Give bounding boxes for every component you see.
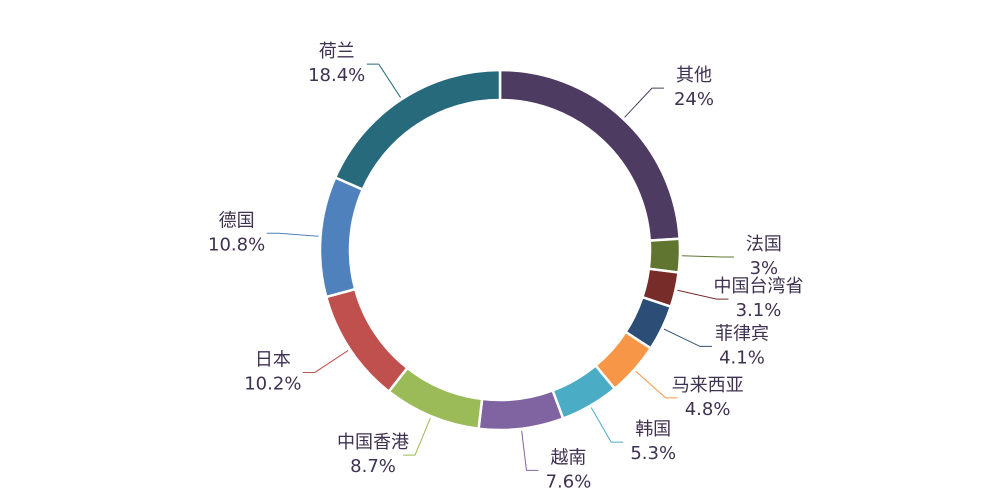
category-label: 韩国 <box>635 419 671 440</box>
leader-line <box>635 370 678 399</box>
category-label: 马来西亚 <box>672 375 744 396</box>
leader-line <box>366 63 401 98</box>
category-label: 越南 <box>550 447 586 468</box>
category-label: 中国香港 <box>337 432 409 453</box>
donut-segment <box>498 68 681 242</box>
leader-line <box>681 255 734 258</box>
leader-line <box>403 417 431 456</box>
value-label: 8.7% <box>350 456 396 477</box>
category-label: 荷兰 <box>319 41 355 62</box>
category-label: 日本 <box>255 349 291 370</box>
value-label: 3.1% <box>736 300 782 321</box>
donut-segment <box>647 237 682 274</box>
leader-line <box>677 289 729 300</box>
value-label: 3% <box>750 258 779 279</box>
value-label: 18.4% <box>308 65 365 86</box>
value-label: 10.2% <box>244 373 301 394</box>
leader-line <box>663 328 712 347</box>
donut-segment <box>324 287 410 394</box>
value-label: 7.6% <box>546 471 592 492</box>
leader-line <box>266 232 319 237</box>
donut-segment <box>318 175 365 299</box>
category-label: 其他 <box>676 65 712 86</box>
category-label: 法国 <box>746 234 782 255</box>
donut-segment <box>477 388 565 432</box>
category-label: 菲律宾 <box>715 323 769 344</box>
category-label: 中国台湾省 <box>714 276 804 297</box>
value-label: 24% <box>674 89 714 110</box>
donut-segment <box>333 68 502 192</box>
value-label: 5.3% <box>630 443 676 464</box>
category-label: 德国 <box>219 210 255 231</box>
donut-segment <box>387 366 484 431</box>
value-label: 4.8% <box>685 399 731 420</box>
leader-line <box>521 430 539 471</box>
leader-line <box>624 87 664 118</box>
value-label: 10.8% <box>208 234 265 255</box>
value-label: 4.1% <box>719 347 765 368</box>
leader-line <box>302 349 349 373</box>
leader-line <box>590 407 624 443</box>
